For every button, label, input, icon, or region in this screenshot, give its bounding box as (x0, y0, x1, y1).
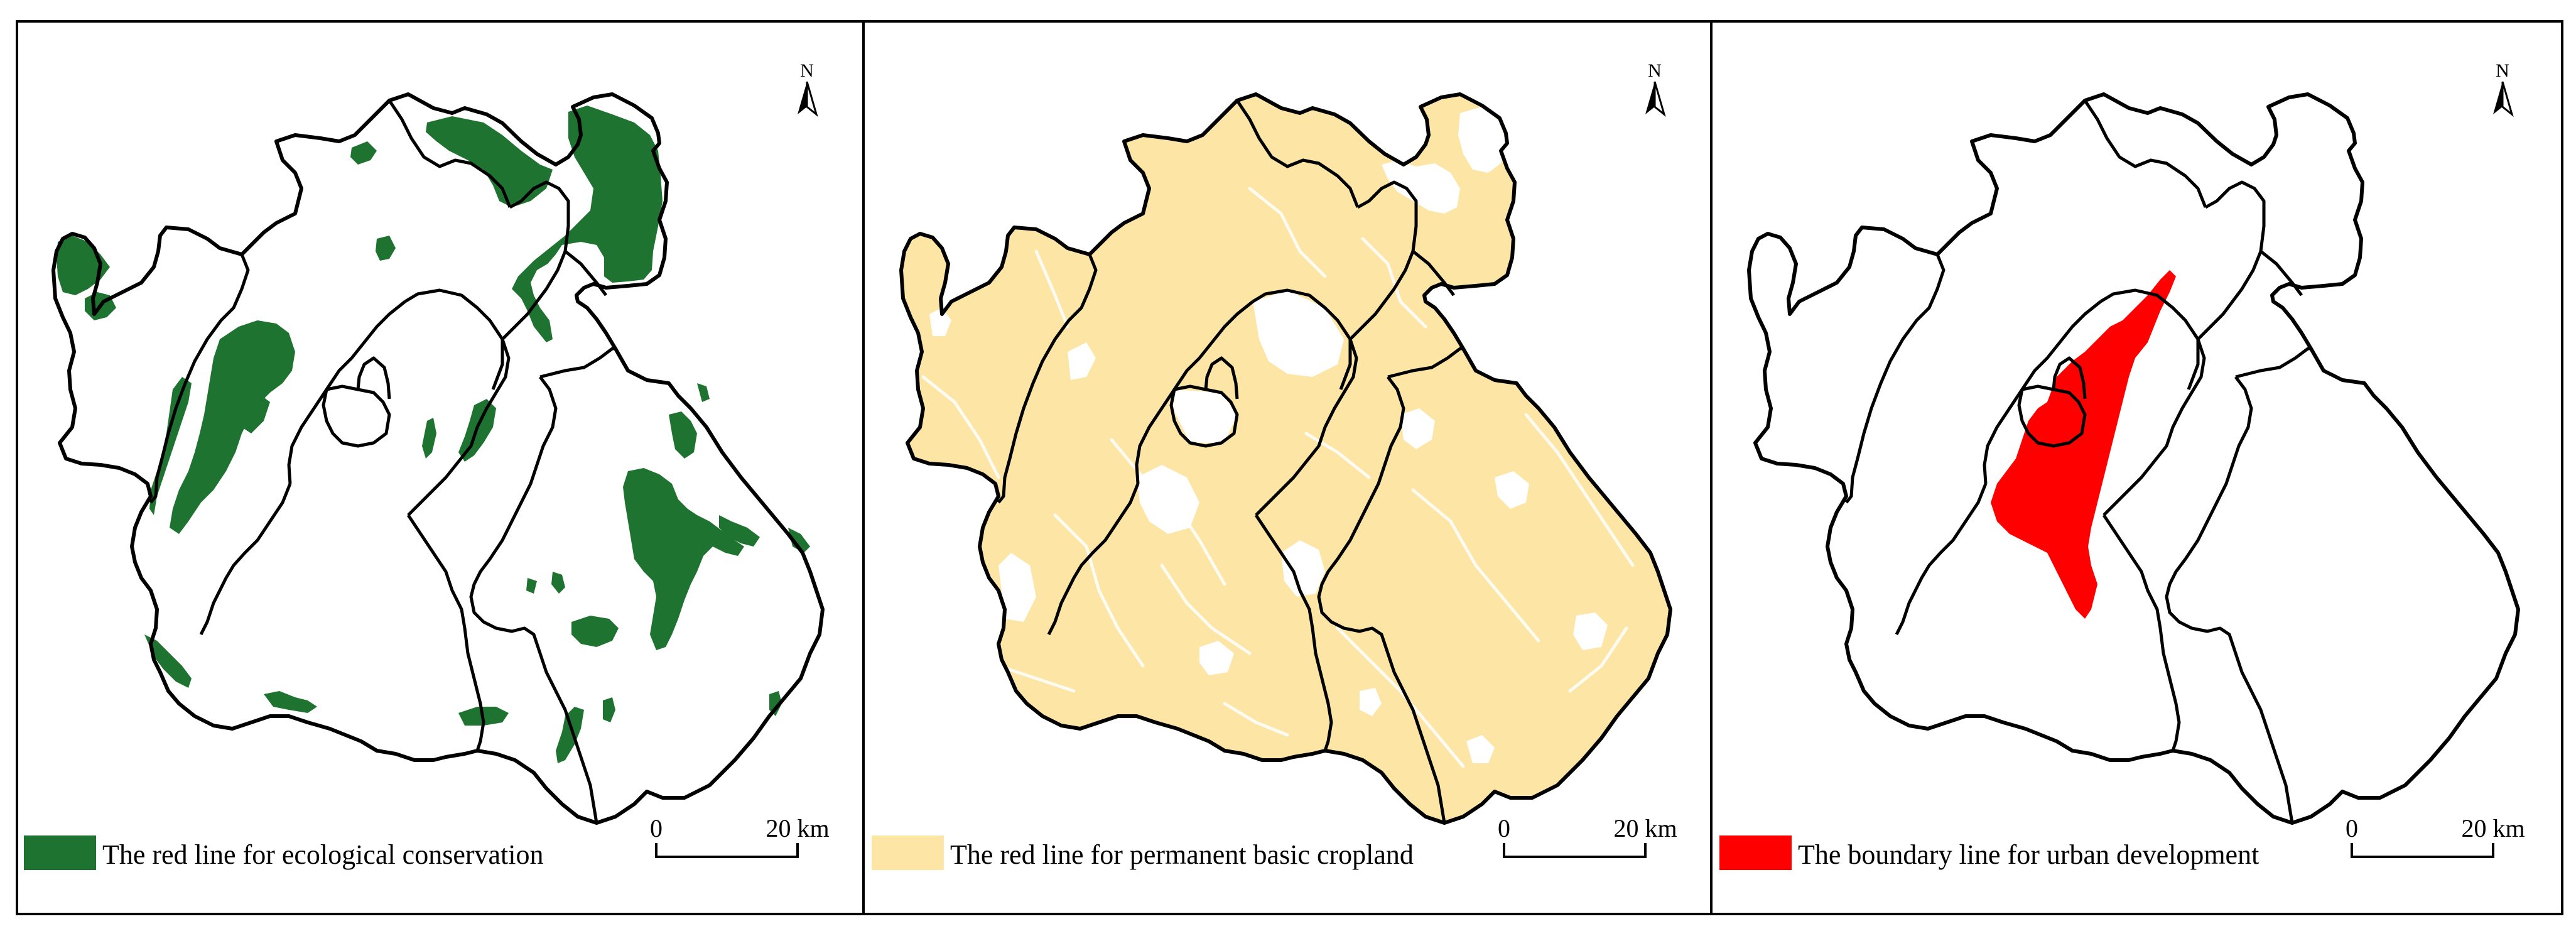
cropland-coverage (901, 94, 1670, 823)
north-label: N (1648, 60, 1662, 81)
ecological-patches (57, 106, 810, 763)
north-label: N (800, 60, 814, 81)
scale-bar: 0 20 km (650, 814, 830, 858)
legend-label: The red line for ecological conservation (102, 839, 543, 870)
urban-patches (1991, 270, 2176, 619)
north-arrow: N (796, 60, 818, 116)
scale-end-label: 20 km (1613, 814, 1677, 842)
scale-end-label: 20 km (2461, 814, 2525, 842)
legend-swatch (24, 835, 96, 870)
scale-bar: 0 20 km (2346, 814, 2525, 858)
legend: The boundary line for urban development (1719, 835, 2259, 870)
legend-swatch (1719, 835, 1792, 870)
panel-urban: N 0 20 km The boundary line for urban de… (1719, 60, 2525, 870)
north-arrow: N (2492, 60, 2513, 116)
scale-bar: 0 20 km (1498, 814, 1677, 858)
legend: The red line for ecological conservation (24, 835, 543, 870)
legend-label: The red line for permanent basic croplan… (950, 839, 1414, 870)
ecological-area-map (53, 94, 823, 823)
north-label: N (2496, 60, 2509, 81)
legend-swatch (872, 835, 944, 870)
panel-ecological: N 0 20 km The red line for ecological co… (24, 60, 830, 870)
legend-label: The boundary line for urban development (1798, 839, 2259, 870)
legend: The red line for permanent basic croplan… (872, 835, 1414, 870)
urban-area-map (1749, 94, 2518, 823)
scale-start-label: 0 (2346, 814, 2358, 842)
scale-start-label: 0 (1498, 814, 1510, 842)
panel-cropland: N 0 20 km The red line for permanent bas… (872, 60, 1677, 870)
scale-end-label: 20 km (766, 814, 829, 842)
cropland-area-map (901, 94, 1670, 823)
north-arrow: N (1644, 60, 1665, 116)
scale-start-label: 0 (650, 814, 663, 842)
